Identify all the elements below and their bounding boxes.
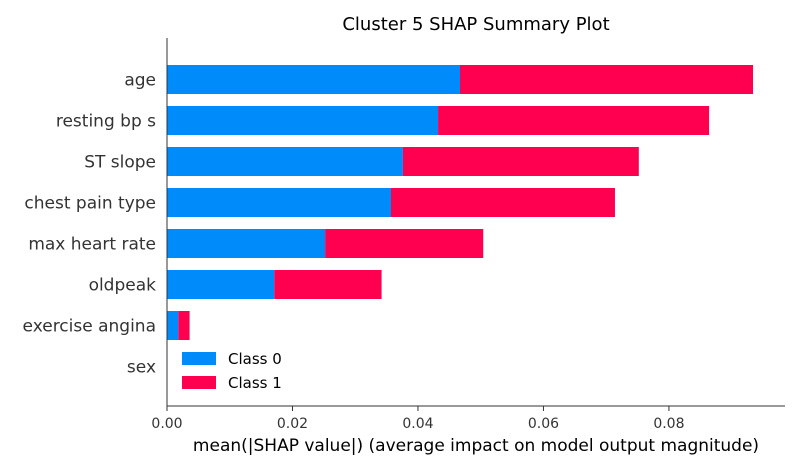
y-tick-label: ST slope bbox=[84, 153, 156, 173]
y-tick-label: resting bp s bbox=[56, 112, 156, 132]
bar-class-0-6 bbox=[167, 311, 179, 340]
legend-swatch-0 bbox=[182, 352, 216, 365]
bar-class-0-5 bbox=[167, 270, 275, 299]
y-tick-label: chest pain type bbox=[24, 194, 156, 214]
x-tick-label: 0.06 bbox=[528, 416, 559, 432]
bar-class-1-6 bbox=[178, 311, 190, 340]
bar-class-1-4 bbox=[325, 229, 484, 258]
chart-title: Cluster 5 SHAP Summary Plot bbox=[342, 14, 609, 35]
y-tick-label: exercise angina bbox=[23, 317, 156, 337]
bar-class-1-0 bbox=[460, 65, 754, 94]
x-tick-label: 0.08 bbox=[653, 416, 684, 432]
bar-class-0-1 bbox=[167, 106, 439, 135]
x-axis-ticks: 0.00 0.02 0.04 0.06 0.08 bbox=[151, 406, 685, 432]
x-tick-label: 0.02 bbox=[277, 416, 308, 432]
bar-class-0-4 bbox=[167, 229, 326, 258]
bar-class-0-0 bbox=[167, 65, 461, 94]
bar-class-1-3 bbox=[390, 188, 615, 217]
bar-class-0-3 bbox=[167, 188, 391, 217]
legend-label-1: Class 1 bbox=[228, 374, 282, 392]
y-tick-label: sex bbox=[127, 358, 156, 378]
bar-class-1-5 bbox=[274, 270, 382, 299]
legend-label-0: Class 0 bbox=[228, 350, 282, 368]
y-tick-label: oldpeak bbox=[89, 276, 157, 296]
bar-class-1-2 bbox=[402, 147, 639, 176]
y-tick-label: max heart rate bbox=[28, 235, 156, 255]
x-axis-label: mean(|SHAP value|) (average impact on mo… bbox=[193, 436, 759, 456]
bar-class-0-2 bbox=[167, 147, 403, 176]
bar-class-1-1 bbox=[438, 106, 710, 135]
legend: Class 0 Class 1 bbox=[182, 350, 282, 392]
legend-swatch-1 bbox=[182, 376, 216, 389]
x-tick-label: 0.00 bbox=[151, 416, 182, 432]
y-tick-label: age bbox=[124, 71, 156, 91]
y-axis-labels: age resting bp s ST slope chest pain type ma… bbox=[23, 71, 157, 378]
bars bbox=[167, 65, 754, 340]
x-tick-label: 0.04 bbox=[402, 416, 433, 432]
